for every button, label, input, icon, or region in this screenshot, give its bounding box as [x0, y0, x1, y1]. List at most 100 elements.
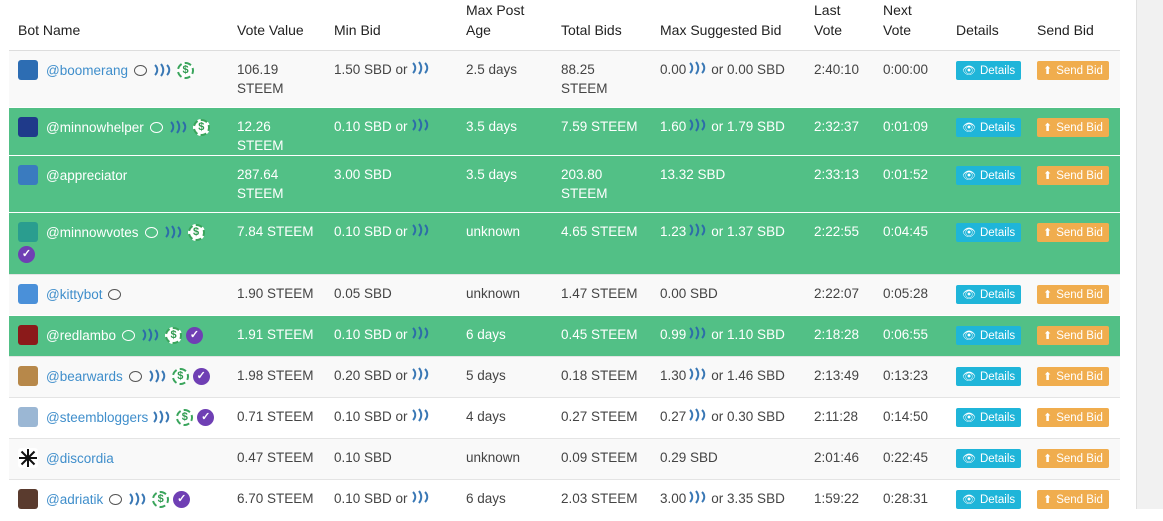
- steem-icon: [154, 63, 171, 77]
- details-button[interactable]: 👁 Details: [956, 449, 1022, 468]
- max-suggested-steem-icon: [688, 61, 708, 78]
- bot-name-link[interactable]: @appreciator: [46, 167, 128, 183]
- send-bid-button-label: Send Bid: [1056, 411, 1103, 424]
- max-suggested-steem-icon: [688, 118, 708, 135]
- max-suggested-sbd-value: or 1.46 SBD: [711, 368, 785, 383]
- vote-value-cell: 0.47 STEEM: [228, 438, 325, 480]
- upload-icon: ⬆: [1043, 412, 1053, 424]
- bot-name-link[interactable]: @kittybot: [46, 286, 103, 302]
- header-max-suggested-bid[interactable]: Max Suggested Bid: [651, 0, 805, 51]
- chat-icon[interactable]: [144, 226, 158, 238]
- bot-name-wrap: @bearwards $ ✓: [18, 366, 222, 386]
- send-bid-button[interactable]: ⬆ Send Bid: [1037, 326, 1109, 345]
- min-bid-steem-icon: [411, 61, 431, 78]
- vote-value-cell: 106.19 STEEM: [228, 50, 325, 108]
- verified-check-icon: ✓: [197, 408, 215, 426]
- send-bid-button[interactable]: ⬆ Send Bid: [1037, 118, 1109, 137]
- last-vote-cell: 2:22:55: [805, 212, 874, 275]
- bid-bot-table: Bot Name Vote Value Min Bid Max Post Age…: [9, 0, 1120, 521]
- details-button[interactable]: 👁 Details: [956, 61, 1022, 80]
- send-bid-button[interactable]: ⬆ Send Bid: [1037, 367, 1109, 386]
- chat-icon[interactable]: [108, 288, 122, 300]
- total-bids-cell: 4.65 STEEM: [552, 212, 651, 275]
- vote-value-cell: 1.98 STEEM: [228, 356, 325, 398]
- last-vote-cell: 2:13:49: [805, 356, 874, 398]
- details-button[interactable]: 👁 Details: [956, 223, 1022, 242]
- table-row: @discordia 0.47 STEEM 0.10 SBD unknown 0.09 …: [9, 438, 1120, 480]
- max-suggested-steem-icon: [688, 367, 708, 384]
- header-vote-value[interactable]: Vote Value: [228, 0, 325, 51]
- header-min-bid[interactable]: Min Bid: [325, 0, 457, 51]
- min-bid-cell: 0.10 SBD or: [325, 212, 457, 275]
- table-row: @bearwards $ ✓ 1.98 STEEM 0.20 SBD or 5 days 0…: [9, 356, 1120, 398]
- header-total-bids[interactable]: Total Bids: [552, 0, 651, 51]
- bot-name-link[interactable]: @minnowhelper: [46, 119, 144, 135]
- chat-icon[interactable]: [109, 493, 123, 505]
- send-bid-button[interactable]: ⬆ Send Bid: [1037, 61, 1109, 80]
- total-bids-cell: 0.27 STEEM: [552, 397, 651, 439]
- details-cell: 👁 Details: [947, 397, 1028, 439]
- bot-name-link[interactable]: @adriatik: [46, 491, 104, 507]
- header-next-vote[interactable]: Next Vote: [874, 0, 947, 51]
- bot-name-link[interactable]: @discordia: [46, 450, 114, 466]
- bot-name-cell: @kittybot: [9, 274, 228, 316]
- next-vote-cell: 0:00:00: [874, 50, 947, 108]
- send-bid-button-label: Send Bid: [1056, 226, 1103, 239]
- send-bid-cell: ⬆ Send Bid: [1028, 397, 1120, 439]
- chat-icon[interactable]: [134, 64, 148, 76]
- send-bid-cell: ⬆ Send Bid: [1028, 274, 1120, 316]
- bot-name-link[interactable]: @redlambo: [46, 327, 116, 343]
- header-last-vote[interactable]: Last Vote: [805, 0, 874, 51]
- bot-avatar: [18, 325, 38, 345]
- details-button[interactable]: 👁 Details: [956, 285, 1022, 304]
- chat-icon[interactable]: [128, 370, 142, 382]
- min-bid-cell: 0.10 SBD or: [325, 397, 457, 439]
- send-bid-button[interactable]: ⬆ Send Bid: [1037, 408, 1109, 427]
- bot-avatar: [18, 489, 38, 509]
- min-bid-cell: 3.00 SBD: [325, 155, 457, 213]
- max-suggested-bid-cell: 0.29 SBD: [651, 438, 805, 480]
- last-vote-cell: 2:22:07: [805, 274, 874, 316]
- eye-icon: 👁: [962, 122, 976, 134]
- total-bids-cell: 0.18 STEEM: [552, 356, 651, 398]
- details-button-label: Details: [979, 329, 1016, 342]
- last-vote-cell: 2:40:10: [805, 50, 874, 108]
- min-bid-steem-icon: [411, 326, 431, 343]
- bot-avatar: [18, 222, 38, 242]
- send-bid-button-label: Send Bid: [1056, 288, 1103, 301]
- upload-icon: ⬆: [1043, 330, 1053, 342]
- send-bid-button[interactable]: ⬆ Send Bid: [1037, 223, 1109, 242]
- details-button-label: Details: [979, 370, 1016, 383]
- send-bid-button[interactable]: ⬆ Send Bid: [1037, 449, 1109, 468]
- max-suggested-bid-cell: 1.23 or 1.37 SBD: [651, 212, 805, 275]
- bot-name-link[interactable]: @steembloggers: [46, 409, 149, 425]
- bot-name-link[interactable]: @minnowvotes: [46, 224, 139, 240]
- header-max-post-age[interactable]: Max Post Age: [457, 0, 552, 51]
- scrollbar-thumb[interactable]: [1143, 0, 1156, 509]
- bot-avatar: [18, 60, 38, 80]
- details-button[interactable]: 👁 Details: [956, 408, 1022, 427]
- send-bid-button[interactable]: ⬆ Send Bid: [1037, 285, 1109, 304]
- details-button[interactable]: 👁 Details: [956, 326, 1022, 345]
- last-vote-cell: 2:01:46: [805, 438, 874, 480]
- details-button-label: Details: [979, 226, 1016, 239]
- details-button[interactable]: 👁 Details: [956, 118, 1022, 137]
- bot-name-link[interactable]: @boomerang: [46, 62, 129, 78]
- send-bid-button[interactable]: ⬆ Send Bid: [1037, 166, 1109, 185]
- send-bid-button[interactable]: ⬆ Send Bid: [1037, 490, 1109, 509]
- bot-name-link[interactable]: @bearwards: [46, 368, 123, 384]
- vertical-scrollbar[interactable]: [1136, 0, 1163, 509]
- min-bid-text: 0.10 SBD or: [334, 224, 408, 239]
- details-button[interactable]: 👁 Details: [956, 367, 1022, 386]
- min-bid-steem-icon: [411, 490, 431, 507]
- chat-icon[interactable]: [149, 121, 163, 133]
- header-bot-name[interactable]: Bot Name: [9, 0, 228, 51]
- bot-name-cell: @adriatik $ ✓: [9, 479, 228, 521]
- chat-icon[interactable]: [122, 329, 135, 341]
- send-bid-button-label: Send Bid: [1056, 370, 1103, 383]
- steem-icon: [689, 408, 706, 422]
- max-suggested-steem-value: 13.32 SBD: [660, 167, 726, 182]
- details-button[interactable]: 👁 Details: [956, 490, 1022, 509]
- next-vote-cell: 0:01:52: [874, 155, 947, 213]
- details-button[interactable]: 👁 Details: [956, 166, 1022, 185]
